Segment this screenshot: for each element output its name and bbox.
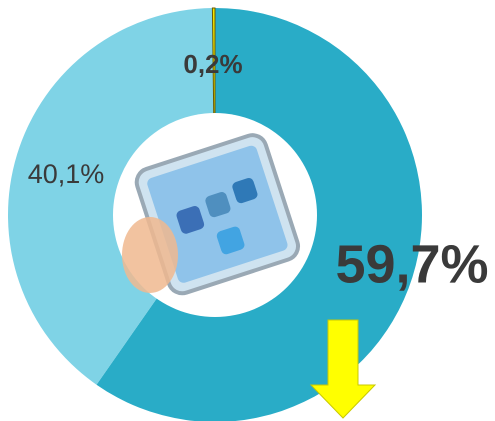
- donut-segment: [8, 8, 214, 385]
- donut-segment: [96, 8, 422, 421]
- arrow: [309, 319, 377, 419]
- data-label: 0,2%: [183, 49, 242, 79]
- center-illustration: [113, 113, 317, 317]
- data-label: 40,1%: [28, 159, 105, 189]
- data-label: 59,7%: [335, 234, 488, 294]
